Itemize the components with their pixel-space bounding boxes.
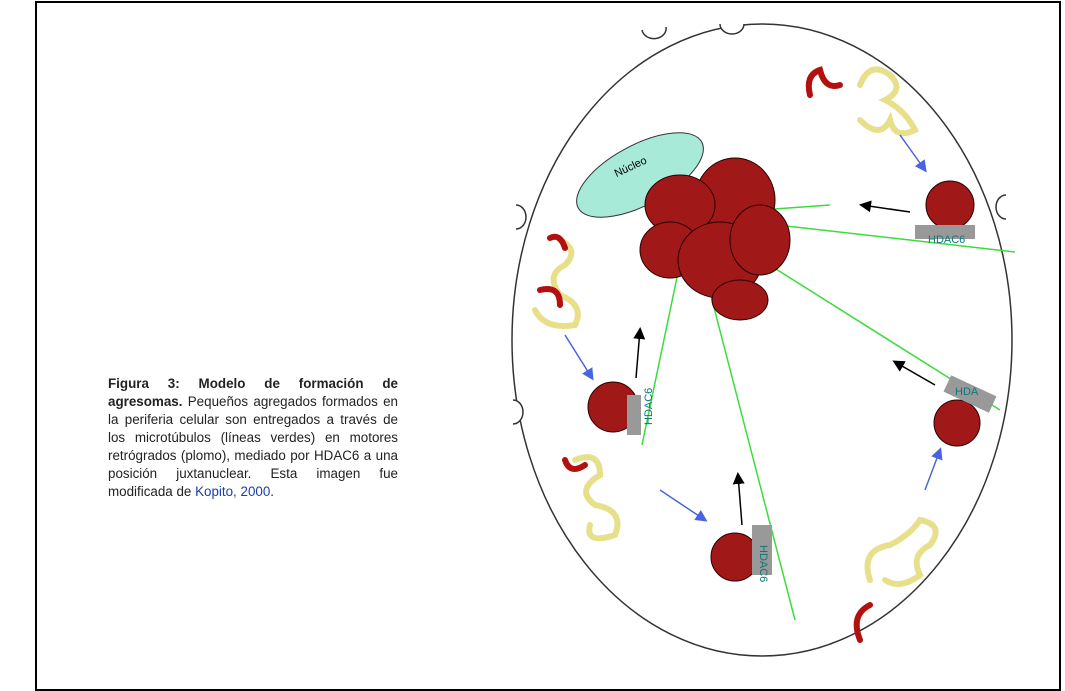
- reference-link[interactable]: Kopito, 2000: [195, 484, 271, 499]
- notches: [512, 23, 1007, 425]
- cell: [511, 23, 1013, 657]
- motor-label: HDAC6: [643, 388, 655, 425]
- motor-label: HDAC6: [757, 545, 769, 582]
- motors: [627, 225, 997, 575]
- caption-end: .: [270, 484, 275, 499]
- protein-chains: [532, 66, 939, 643]
- aggresome: [639, 157, 791, 321]
- motor-label: HDAC6: [928, 234, 965, 246]
- arrows: [564, 134, 943, 526]
- caption-body: Pequeños agregados formados en la perife…: [108, 394, 398, 499]
- caption-heading: Figura 3: Modelo de formación de agresom…: [108, 376, 398, 409]
- caption: Figura 3: Modelo de formación de agresom…: [108, 375, 398, 501]
- small-aggregates: [587, 180, 981, 582]
- motor-labels: HDAC6 HDAC6 HDAC6 HDA: [643, 234, 979, 582]
- motor-label: HDA: [955, 386, 979, 398]
